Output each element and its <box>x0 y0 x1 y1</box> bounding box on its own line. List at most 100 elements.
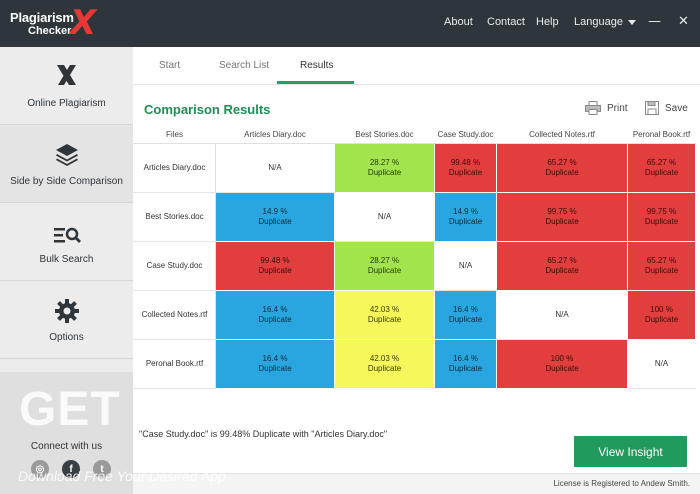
license-text: License is Registered to Andew Smith. <box>553 479 690 488</box>
row-header-file: Peronal Book.rtf <box>133 339 216 389</box>
comparison-cell[interactable]: N/A <box>496 290 628 340</box>
comparison-cell[interactable]: 65.27 % Duplicate <box>496 241 628 291</box>
cell-percent: 14.9 % <box>262 207 288 216</box>
logo-line1: Plagiarism <box>10 10 74 25</box>
sidebar-item-label: Online Plagiarism <box>27 98 106 109</box>
nav-about[interactable]: About <box>444 16 473 28</box>
save-label: Save <box>665 102 688 114</box>
comparison-cell[interactable]: 42.03 % Duplicate <box>334 290 435 340</box>
comparison-cell[interactable]: 65.27 % Duplicate <box>496 143 628 193</box>
sidebar-item-side-by-side[interactable]: Side by Side Comparison <box>0 125 133 203</box>
minimize-icon[interactable]: — <box>648 14 661 29</box>
comparison-cell[interactable]: 28.27 % Duplicate <box>334 241 435 291</box>
sidebar-item-bulk-search[interactable]: Bulk Search <box>0 203 133 281</box>
cell-percent: 28.27 % <box>369 158 400 167</box>
comparison-cell[interactable]: 99.48 % Duplicate <box>434 143 497 193</box>
social-links: ◎ f t <box>31 460 111 478</box>
comparison-cell[interactable]: 65.27 % Duplicate <box>627 241 696 291</box>
cell-label: Duplicate <box>644 217 679 226</box>
table-row: Peronal Book.rtf 16.4 % Duplicate 42.03 % Du… <box>133 339 696 389</box>
facebook-icon[interactable]: f <box>62 460 80 478</box>
sidebar-item-options[interactable]: Options <box>0 281 133 359</box>
top-bar: Plagiarism Checker X About Contact Help … <box>0 0 700 47</box>
cell-label: Duplicate <box>367 266 402 275</box>
nav-contact[interactable]: Contact <box>487 16 525 28</box>
gear-icon <box>54 299 79 323</box>
comparison-cell[interactable]: N/A <box>334 192 435 242</box>
column-header-files: Files <box>133 125 216 144</box>
comparison-cell[interactable]: 99.75 % Duplicate <box>496 192 628 242</box>
table-row: Articles Diary.doc N/A 28.27 % Duplicate 99.… <box>133 143 696 193</box>
connect-label: Connect with us <box>30 441 103 452</box>
cell-percent: 65.27 % <box>547 158 577 167</box>
cell-label: Duplicate <box>258 266 292 275</box>
cell-percent: N/A <box>268 163 282 172</box>
tab-search-list[interactable]: Search List <box>219 60 270 71</box>
tab-start[interactable]: Start <box>159 60 181 71</box>
print-button[interactable]: Print <box>585 101 628 115</box>
comparison-cell[interactable]: 42.03 % Duplicate <box>334 339 435 389</box>
page-title: Comparison Results <box>144 102 271 117</box>
twitter-icon[interactable]: t <box>93 460 111 478</box>
logo-line2: Checker <box>28 25 72 37</box>
cell-label: Duplicate <box>545 266 579 275</box>
comparison-cell[interactable]: 100 % Duplicate <box>627 290 696 340</box>
x-logo-icon <box>56 65 76 85</box>
comparison-cell[interactable]: 16.4 % Duplicate <box>215 290 335 340</box>
print-label: Print <box>607 102 628 114</box>
comparison-cell[interactable]: 16.4 % Duplicate <box>215 339 335 389</box>
cell-label: Duplicate <box>545 364 579 373</box>
row-header-file: Articles Diary.doc <box>133 143 216 193</box>
active-tab-indicator <box>277 81 354 84</box>
cell-label: Duplicate <box>644 168 679 177</box>
cell-label: Duplicate <box>367 315 402 324</box>
row-header-file: Case Study.doc <box>133 241 216 291</box>
comparison-cell[interactable]: N/A <box>627 339 696 389</box>
close-icon[interactable]: ✕ <box>678 14 689 29</box>
sidebar-item-label: Bulk Search <box>39 254 94 265</box>
comparison-cell[interactable]: 14.9 % Duplicate <box>434 192 497 242</box>
comparison-cell[interactable]: 65.27 % Duplicate <box>627 143 696 193</box>
cell-percent: 100 % <box>650 305 673 314</box>
cell-percent: 99.75 % <box>646 207 677 216</box>
tab-results[interactable]: Results <box>300 60 334 71</box>
cell-label: Duplicate <box>367 168 402 177</box>
language-dropdown[interactable]: Language <box>574 16 636 28</box>
comparison-cell[interactable]: N/A <box>215 143 335 193</box>
comparison-cell[interactable]: 16.4 % Duplicate <box>434 290 497 340</box>
comparison-cell[interactable]: 100 % Duplicate <box>496 339 628 389</box>
sidebar-item-online-plagiarism[interactable]: Online Plagiarism <box>0 47 133 125</box>
printer-icon <box>585 101 601 115</box>
cell-label: Duplicate <box>545 217 579 226</box>
cell-percent: 65.27 % <box>646 158 677 167</box>
cell-label: Duplicate <box>258 217 292 226</box>
comparison-cell[interactable]: 28.27 % Duplicate <box>334 143 435 193</box>
cell-percent: 28.27 % <box>369 256 400 265</box>
cell-percent: N/A <box>377 212 392 221</box>
language-label: Language <box>574 16 623 28</box>
cell-label: Duplicate <box>367 364 402 373</box>
cell-label: Duplicate <box>448 364 483 373</box>
cell-percent: 65.27 % <box>547 256 577 265</box>
cell-percent: 99.48 % <box>260 256 290 265</box>
table-header-row: Files Articles Diary.doc Best Stories.do… <box>133 125 696 144</box>
cell-percent: 42.03 % <box>369 354 400 363</box>
cell-percent: 16.4 % <box>262 305 288 314</box>
row-header-file: Collected Notes.rtf <box>133 290 216 340</box>
comparison-cell[interactable]: N/A <box>434 241 497 291</box>
comparison-cell[interactable]: 99.75 % Duplicate <box>627 192 696 242</box>
comparison-cell[interactable]: 16.4 % Duplicate <box>434 339 497 389</box>
list-search-icon <box>53 227 81 243</box>
table-row: Case Study.doc 99.48 % Duplicate 28.27 % Dup… <box>133 241 696 291</box>
comparison-cell[interactable]: 99.48 % Duplicate <box>215 241 335 291</box>
save-button[interactable]: Save <box>645 101 688 115</box>
dribbble-icon[interactable]: ◎ <box>31 460 49 478</box>
view-insight-button[interactable]: View Insight <box>574 436 687 467</box>
row-header-file: Best Stories.doc <box>133 192 216 242</box>
chevron-down-icon <box>627 19 636 25</box>
comparison-cell[interactable]: 14.9 % Duplicate <box>215 192 335 242</box>
cell-label: Duplicate <box>258 315 292 324</box>
nav-help[interactable]: Help <box>536 16 559 28</box>
column-header: Peronal Book.rtf <box>627 125 696 144</box>
logo-x-icon: X <box>70 3 97 43</box>
